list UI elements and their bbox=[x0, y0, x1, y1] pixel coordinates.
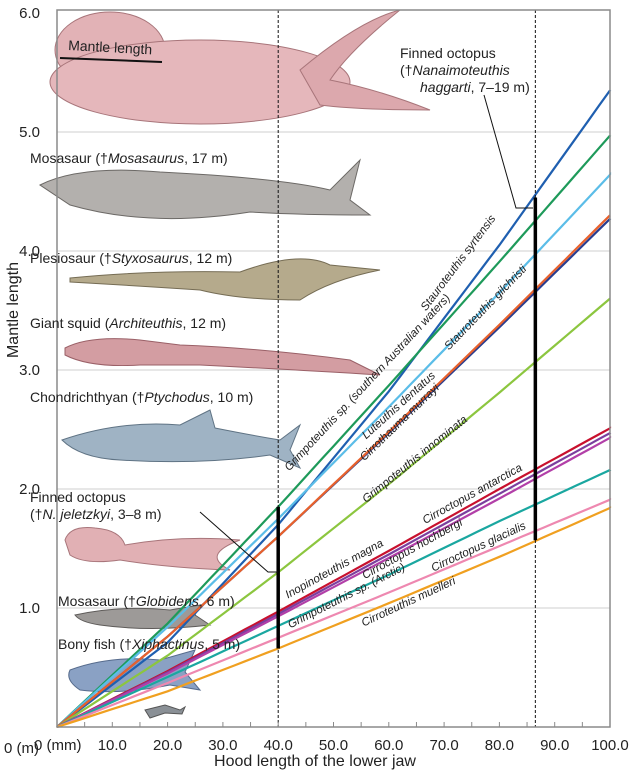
svg-text:Chondrichthyan (†Ptychodus, 10: Chondrichthyan (†Ptychodus, 10 m) bbox=[30, 389, 253, 405]
series-line bbox=[56, 214, 611, 728]
jeletzkyi-leader-line bbox=[199, 511, 278, 573]
label-text: Chondrichthyan († bbox=[30, 389, 144, 405]
animal-labels: Mosasaur (†Mosasaurus, 17 m) Plesiosaur … bbox=[30, 150, 278, 652]
x-unit-label: 0 (mm) bbox=[34, 737, 82, 754]
reference-lines bbox=[276, 10, 538, 727]
label-text: , 3–8 m) bbox=[110, 506, 161, 522]
plesiosaur-illustration bbox=[69, 258, 381, 301]
series-line bbox=[56, 89, 612, 728]
x-tick-label: 40.0 bbox=[264, 737, 293, 754]
svg-text:(†Nanaimoteuthis: (†Nanaimoteuthis bbox=[400, 62, 510, 78]
series-line bbox=[56, 134, 612, 728]
label-italic: Globidens bbox=[136, 593, 199, 609]
y-tick-label: 6.0 bbox=[19, 5, 40, 22]
label-text: Bony fish († bbox=[58, 636, 132, 652]
nanaimoteuthis-label-line1: Finned octopus bbox=[400, 45, 496, 61]
x-tick-label: 10.0 bbox=[98, 737, 127, 754]
label-italic: Ptychodus bbox=[144, 389, 209, 405]
y-tick-label: 2.0 bbox=[19, 481, 40, 498]
label-text: Plesiosaur († bbox=[30, 250, 112, 266]
svg-text:Plesiosaur (†Styxosaurus, 12 m: Plesiosaur (†Styxosaurus, 12 m) bbox=[30, 250, 232, 266]
x-tick-label: 50.0 bbox=[319, 737, 348, 754]
series-line bbox=[56, 506, 612, 729]
nanaimoteuthis-annotation: Finned octopus (†Nanaimoteuthis haggarti… bbox=[400, 45, 533, 209]
diver-illustration bbox=[144, 704, 187, 719]
mantle-length-annotation: Mantle length bbox=[59, 37, 163, 63]
label-italic: Architeuthis bbox=[108, 315, 182, 331]
y-tick-label: 4.0 bbox=[19, 243, 40, 260]
label-text: , 17 m) bbox=[184, 150, 228, 166]
label-text: († bbox=[400, 62, 412, 78]
y-tick-label: 5.0 bbox=[19, 124, 40, 141]
svg-text:Giant squid (Architeuthis, 12: Giant squid (Architeuthis, 12 m) bbox=[30, 315, 226, 331]
series-line bbox=[56, 435, 612, 728]
svg-text:Bony fish (†Xiphactinus, 5 m): Bony fish (†Xiphactinus, 5 m) bbox=[58, 636, 240, 652]
x-tick-label: 20.0 bbox=[153, 737, 182, 754]
jeletzkyi-label-line1: Finned octopus bbox=[30, 489, 126, 505]
label-text: , 5 m) bbox=[204, 636, 240, 652]
svg-text:haggarti, 7–19 m): haggarti, 7–19 m) bbox=[420, 79, 530, 95]
finned-octopus-large-illustration bbox=[49, 9, 431, 125]
label-text: , 10 m) bbox=[210, 389, 254, 405]
y-axis-title: Mantle length bbox=[5, 262, 22, 358]
svg-text:Mosasaur (†Mosasaurus, 17 m): Mosasaur (†Mosasaurus, 17 m) bbox=[30, 150, 228, 166]
x-tick-label: 100.0 bbox=[591, 737, 629, 754]
x-tick-label: 60.0 bbox=[374, 737, 403, 754]
chondrichthyan-illustration bbox=[61, 409, 302, 470]
x-tick-label: 80.0 bbox=[485, 737, 514, 754]
label-text: († bbox=[30, 506, 42, 522]
y-ticks: 1.0 2.0 3.0 4.0 5.0 6.0 bbox=[19, 5, 40, 617]
y-tick-label: 3.0 bbox=[19, 362, 40, 379]
animal-illustrations bbox=[39, 9, 431, 719]
label-text: Mosasaur († bbox=[58, 593, 136, 609]
svg-text:(†N. jeletzkyi, 3–8 m): (†N. jeletzkyi, 3–8 m) bbox=[30, 506, 162, 522]
label-text: Mosasaur († bbox=[30, 150, 108, 166]
label-text: , 7–19 m) bbox=[471, 79, 530, 95]
x-axis-title: Hood length of the lower jaw bbox=[214, 753, 416, 770]
series-line bbox=[56, 172, 612, 728]
series-lines bbox=[56, 89, 612, 729]
svg-text:Mosasaur (†Globidens, 6 m): Mosasaur (†Globidens, 6 m) bbox=[58, 593, 235, 609]
mosasaurus-illustration bbox=[39, 158, 372, 220]
label-italic: Nanaimoteuthis bbox=[412, 62, 509, 78]
series-line bbox=[56, 297, 611, 728]
label-italic: N. jeletzkyi bbox=[42, 506, 111, 522]
x-tick-label: 70.0 bbox=[429, 737, 458, 754]
label-text: , 6 m) bbox=[199, 593, 235, 609]
label-text: Giant squid ( bbox=[30, 315, 110, 331]
series-line bbox=[56, 469, 612, 729]
series-line bbox=[56, 498, 612, 729]
x-tick-label: 30.0 bbox=[208, 737, 237, 754]
x-tick-label: 90.0 bbox=[540, 737, 569, 754]
label-italic: haggarti bbox=[420, 79, 471, 95]
label-italic: Xiphactinus bbox=[131, 636, 204, 652]
label-italic: Styxosaurus bbox=[112, 250, 189, 266]
x-ticks: 10.0 20.0 30.0 40.0 50.0 60.0 70.0 80.0 90.0 100.… bbox=[84, 722, 629, 754]
finned-octopus-small-illustration bbox=[64, 527, 241, 571]
mantle-length-label: Mantle length bbox=[68, 37, 153, 57]
y-unit-label: 0 (m) bbox=[4, 740, 39, 757]
xiphactinus-illustration bbox=[68, 649, 202, 693]
label-text: , 12 m) bbox=[189, 250, 233, 266]
y-tick-label: 1.0 bbox=[19, 600, 40, 617]
giant-squid-illustration bbox=[64, 338, 381, 376]
label-italic: Mosasaurus bbox=[108, 150, 184, 166]
label-text: , 12 m) bbox=[183, 315, 227, 331]
